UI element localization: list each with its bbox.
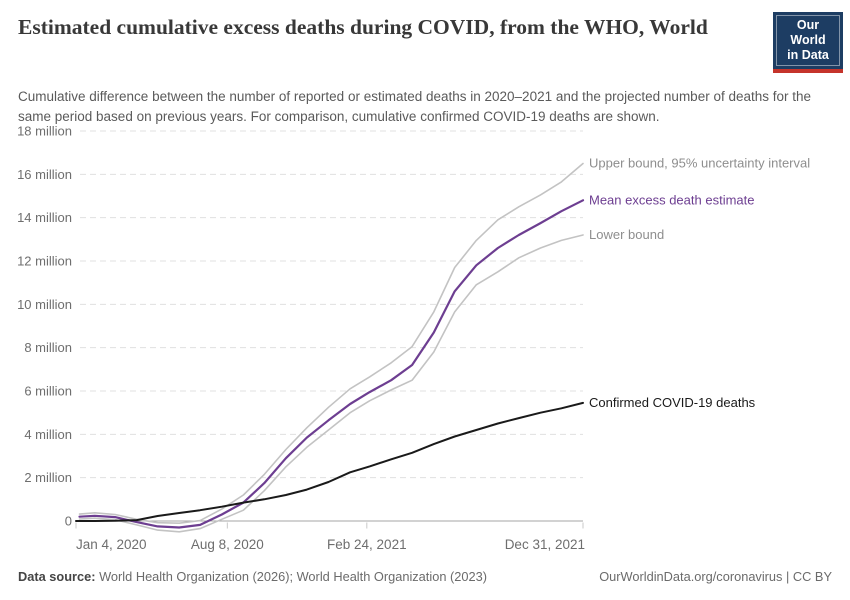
x-tick-label-aug-8-2020: Aug 8, 2020: [191, 537, 264, 552]
y-tick-label-4: 4 million: [24, 427, 72, 442]
logo-red-bar: [773, 69, 843, 74]
upper-bound-95-uncertainty-interval-line: [78, 162, 584, 525]
x-tick-label-dec-31-2021: Dec 31, 2021: [505, 537, 585, 552]
y-tick-label-14: 14 million: [17, 210, 72, 225]
footer-license-link[interactable]: OurWorldinData.org/coronavirus | CC BY: [599, 569, 832, 584]
y-tick-label-8: 8 million: [24, 340, 72, 355]
datasource-label: Data source:: [18, 569, 96, 584]
y-tick-label-2: 2 million: [24, 470, 72, 485]
mean-excess-death-estimate-line: [78, 199, 585, 529]
y-tick-label-18: 18 million: [17, 124, 72, 139]
lower-bound-line: [78, 234, 584, 533]
chart-title: Estimated cumulative excess deaths durin…: [18, 15, 708, 39]
x-tick-label-jan-4-2020: Jan 4, 2020: [76, 537, 147, 552]
datasource-text: World Health Organization (2026); World …: [95, 569, 487, 584]
x-tick-label-feb-24-2021: Feb 24, 2021: [327, 537, 407, 552]
y-tick-label-0: 0: [65, 514, 72, 529]
series-label-mean-excess-death-estimate: Mean excess death estimate: [589, 192, 754, 207]
series-label-confirmed-covid-19-deaths: Confirmed COVID-19 deaths: [589, 395, 756, 410]
owid-logo: Our World in Data: [773, 12, 843, 74]
logo-line1: Our World: [790, 18, 826, 47]
logo-navy-background: Our World in Data: [773, 12, 843, 70]
series-label-upper-bound-95-uncertainty-interval: Upper bound, 95% uncertainty interval: [589, 156, 810, 171]
y-tick-label-16: 16 million: [17, 167, 72, 182]
y-tick-label-12: 12 million: [17, 254, 72, 269]
y-tick-label-6: 6 million: [24, 384, 72, 399]
logo-line2: in Data: [787, 47, 829, 62]
chart-subtitle: Cumulative difference between the number…: [18, 89, 812, 124]
footer-datasource: Data source: World Health Organization (…: [18, 569, 487, 584]
y-tick-label-10: 10 million: [17, 297, 72, 312]
series-label-lower-bound: Lower bound: [589, 227, 664, 242]
confirmed-covid-19-deaths-line: [75, 401, 584, 522]
chart-footer: Data source: World Health Organization (…: [18, 569, 832, 584]
logo-text: Our World in Data: [776, 15, 840, 67]
